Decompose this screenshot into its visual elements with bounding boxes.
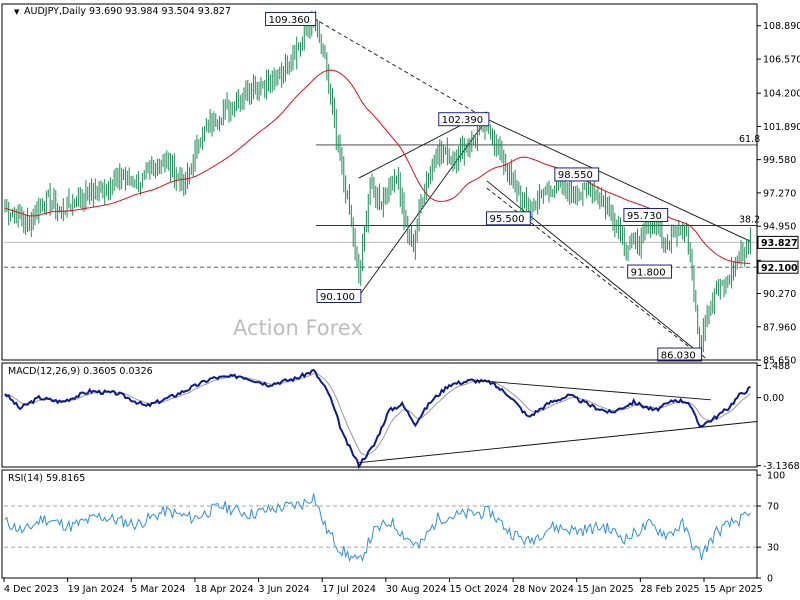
price-annotation-box xyxy=(265,11,317,26)
price-annotation-box xyxy=(316,288,362,303)
price-box xyxy=(757,260,799,274)
x-tick-label: 3 Jun 2024 xyxy=(259,584,310,595)
price-annotation-label: 86.030 xyxy=(661,350,696,361)
price-tick-label: 87.960 xyxy=(763,322,796,333)
price-tick-label: 90.270 xyxy=(763,289,796,300)
macd-panel: 1.488 0.00 -3.1368 MACD(12,26,9) 0.3605 0.0… xyxy=(4,361,800,472)
macd-trendline xyxy=(475,379,711,401)
rsi-tick-label: 30 xyxy=(767,543,779,554)
x-tick-label: 28 Nov 2024 xyxy=(513,584,574,595)
ohlc-header: 93.690 93.984 93.504 93.827 xyxy=(89,6,231,17)
rsi-tick-label: 0 xyxy=(767,574,773,585)
header-arrow-icon: ▼ xyxy=(14,8,20,16)
price-annotation-box xyxy=(623,208,669,223)
x-tick-label: 18 Apr 2024 xyxy=(195,584,254,595)
price-annotation-box xyxy=(485,211,531,226)
rsi-tick-label: 70 xyxy=(767,502,779,513)
price-panel-frame xyxy=(1,3,758,361)
macd-label: MACD(12,26,9) 0.3605 0.0326 xyxy=(8,366,153,377)
price-tick-label: 106.570 xyxy=(763,55,800,66)
x-tick-label: 28 Feb 2025 xyxy=(640,584,699,595)
price-box-label: 93.827 xyxy=(761,238,798,249)
macd-panel-frame xyxy=(1,362,758,468)
x-tick-label: 15 Jan 2025 xyxy=(577,584,634,595)
price-tick-label: 108.890 xyxy=(763,21,800,32)
trendline xyxy=(486,118,751,242)
rsi-label: RSI(14) 59.8165 xyxy=(8,473,85,484)
rsi-tick-label: 100 xyxy=(767,471,785,482)
price-box-label: 92.100 xyxy=(761,263,798,274)
price-annotation-label: 98.550 xyxy=(558,170,593,181)
price-tick-label: 104.200 xyxy=(763,89,800,100)
price-annotation-label: 95.500 xyxy=(489,214,524,225)
x-tick-label: 19 Jan 2024 xyxy=(68,584,125,595)
price-tick-label: 101.890 xyxy=(763,122,800,133)
price-annotation-box xyxy=(657,347,703,362)
x-axis: 4 Dec 2023 19 Jan 2024 5 Mar 2024 18 Apr 20… xyxy=(3,578,763,595)
x-tick-label: 30 Aug 2024 xyxy=(386,584,447,595)
price-annotation-label: 109.360 xyxy=(269,15,310,26)
price-tick-label: 85.650 xyxy=(763,356,796,367)
price-annotation-label: 102.390 xyxy=(442,115,483,126)
macd-line xyxy=(4,368,751,470)
symbol-header: AUDJPY,Daily xyxy=(24,6,86,17)
watermark: Action Forex xyxy=(233,316,363,340)
macd-tick-label: 0.00 xyxy=(763,393,784,404)
trendline xyxy=(313,17,488,120)
price-panel: 108.890 106.570 104.200 101.890 99.580 97.270… xyxy=(4,6,800,367)
price-annotation-label: 90.100 xyxy=(320,292,355,303)
macd-trendline xyxy=(358,421,758,464)
price-annotation-label: 95.730 xyxy=(627,211,662,222)
x-tick-label: 4 Dec 2023 xyxy=(4,584,59,595)
price-annotation-label: 91.800 xyxy=(631,267,666,278)
rsi-panel-frame xyxy=(1,469,758,579)
price-annotation-box xyxy=(554,167,600,182)
macd-signal-line xyxy=(4,372,751,456)
fib-level-label: 61.8 xyxy=(739,134,760,145)
price-tick-label: 94.950 xyxy=(763,222,796,233)
x-tick-label: 17 Jul 2024 xyxy=(322,584,376,595)
price-box xyxy=(757,235,799,249)
fib-level-label: 38.2 xyxy=(739,215,760,226)
rsi-line xyxy=(4,493,751,563)
x-tick-label: 15 Apr 2025 xyxy=(704,584,763,595)
moving-average-line xyxy=(4,69,751,265)
macd-tick-label: -3.1368 xyxy=(763,461,800,472)
x-tick-label: 15 Oct 2024 xyxy=(449,584,508,595)
price-annotation-box xyxy=(627,264,672,279)
price-tick-label: 99.580 xyxy=(763,155,796,166)
trendline xyxy=(486,180,706,359)
price-annotation-box xyxy=(438,112,490,127)
price-tick-label: 97.270 xyxy=(763,188,796,199)
rsi-panel: 100 70 30 0 RSI(14) 59.8165 xyxy=(4,471,785,585)
macd-tick-label: 1.488 xyxy=(763,361,790,372)
x-tick-label: 5 Mar 2024 xyxy=(131,584,185,595)
